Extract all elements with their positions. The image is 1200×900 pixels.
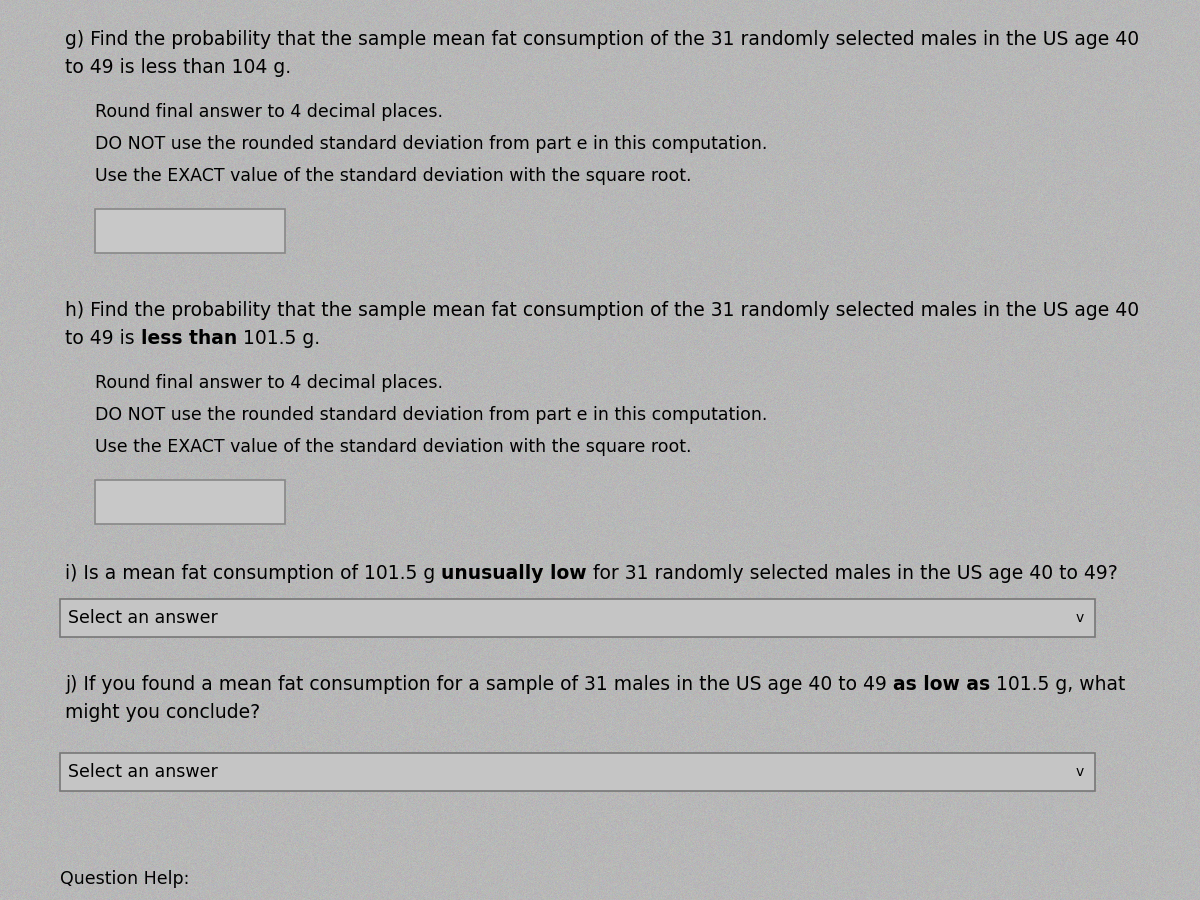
Text: to 49 is less than 104 g.: to 49 is less than 104 g. [65,58,292,77]
Text: i) Is a mean fat consumption of 101.5 g: i) Is a mean fat consumption of 101.5 g [65,564,442,583]
Bar [60,753,1096,791]
Text: might you conclude?: might you conclude? [65,703,260,722]
Text: h) Find the probability that the sample mean fat consumption of the 31 randomly : h) Find the probability that the sample … [65,301,1139,320]
Text: DO NOT use the rounded standard deviation from part e in this computation.: DO NOT use the rounded standard deviatio… [95,135,767,153]
Text: as low as: as low as [893,675,990,694]
Text: unusually low: unusually low [442,564,587,583]
Bar [95,209,286,253]
Text: DO NOT use the rounded standard deviation from part e in this computation.: DO NOT use the rounded standard deviatio… [95,406,767,424]
Text: g) Find the probability that the sample mean fat consumption of the 31 randomly : g) Find the probability that the sample … [65,30,1139,49]
Text: Use the EXACT value of the standard deviation with the square root.: Use the EXACT value of the standard devi… [95,438,691,456]
Text: Question Help:: Question Help: [60,870,190,888]
Text: v: v [1076,611,1084,625]
Text: Select an answer: Select an answer [68,763,217,781]
Text: Round final answer to 4 decimal places.: Round final answer to 4 decimal places. [95,103,443,121]
Bar [95,480,286,524]
Text: Use the EXACT value of the standard deviation with the square root.: Use the EXACT value of the standard devi… [95,167,691,185]
Text: 101.5 g, what: 101.5 g, what [990,675,1126,694]
Text: v: v [1076,765,1084,779]
Text: Select an answer: Select an answer [68,609,217,627]
Bar [60,599,1096,637]
Text: Round final answer to 4 decimal places.: Round final answer to 4 decimal places. [95,374,443,392]
Text: to 49 is: to 49 is [65,329,140,348]
Text: 101.5 g.: 101.5 g. [236,329,320,348]
Text: for 31 randomly selected males in the US age 40 to 49?: for 31 randomly selected males in the US… [587,564,1117,583]
Text: j) If you found a mean fat consumption for a sample of 31 males in the US age 40: j) If you found a mean fat consumption f… [65,675,893,694]
Text: less than: less than [140,329,236,348]
